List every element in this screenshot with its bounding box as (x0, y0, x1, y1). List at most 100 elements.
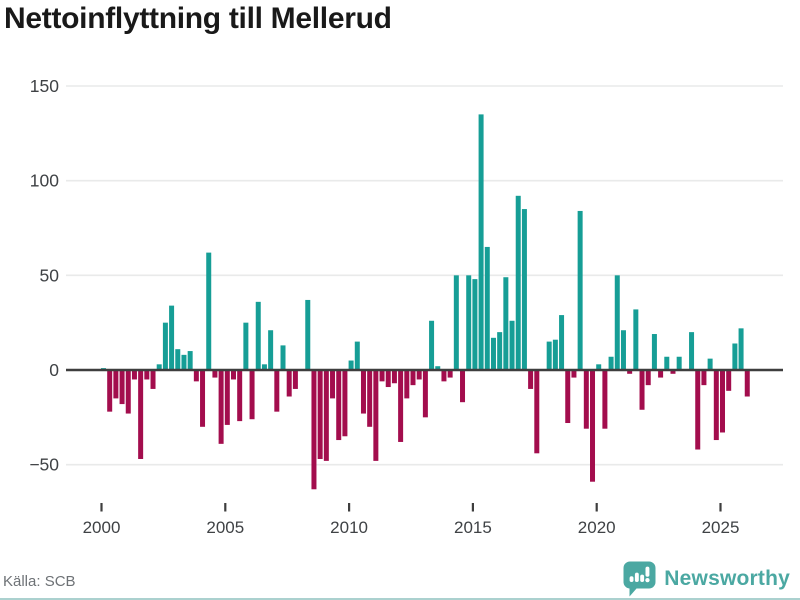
bar-quarter (317, 370, 323, 459)
y-tick-label: −50 (29, 455, 59, 475)
newsworthy-logo[interactable]: Newsworthy (623, 560, 790, 598)
bar-quarter (274, 370, 280, 412)
bar-quarter (559, 315, 565, 370)
bar-quarter (261, 364, 267, 370)
bar-quarter (175, 349, 181, 370)
bar-quarter (243, 322, 249, 370)
bar-quarter (620, 330, 626, 370)
bar-quarter (633, 309, 639, 370)
bar-quarter (162, 322, 168, 370)
bar-quarter (119, 370, 125, 405)
bar-quarter (453, 275, 459, 370)
bar-quarter (150, 370, 156, 389)
bar-quarter (422, 370, 428, 418)
bar-quarter (354, 341, 360, 370)
bar-quarter (144, 370, 150, 380)
bar-quarter (379, 370, 385, 382)
bar-quarter (212, 370, 218, 378)
bar-quarter (305, 299, 311, 370)
bar-quarter (447, 370, 453, 378)
bar-quarter (720, 370, 725, 433)
bar-quarter (348, 360, 354, 370)
bar-quarter (503, 277, 509, 370)
bar-quarter (107, 370, 113, 412)
x-tick-label: 2010 (330, 518, 368, 537)
bar-quarter (398, 370, 404, 442)
bar-quarter (206, 252, 212, 370)
bar-quarter (286, 370, 292, 397)
bar-quarter (429, 320, 435, 370)
bar-quarter (565, 370, 571, 424)
bar-quarter (156, 364, 162, 370)
bar-quarter (695, 370, 701, 450)
bar-quarter (596, 364, 602, 370)
gridlines (66, 85, 783, 466)
bar-quarter (664, 356, 670, 370)
bar-quarter (125, 370, 131, 414)
bar-quarter (230, 370, 236, 380)
bar-quarter (410, 370, 416, 386)
bar-quarter (131, 370, 137, 380)
bar-quarter (478, 114, 484, 371)
bar-quarter (571, 370, 577, 378)
bar-quarter (181, 354, 187, 370)
bar-quarter (602, 370, 608, 429)
bar-quarter (460, 370, 466, 403)
bar-quarter (744, 370, 750, 397)
bar-quarter (738, 328, 744, 370)
y-tick-label: 50 (40, 265, 60, 285)
bar-quarter (237, 370, 243, 422)
logo-bars-icon (629, 566, 650, 583)
bar-quarter (373, 370, 379, 461)
bar-quarter (113, 370, 119, 399)
bar-quarter (639, 370, 645, 410)
bar-quarter (280, 345, 286, 370)
y-tick-label: 150 (30, 76, 59, 96)
x-tick-label: 2005 (206, 518, 244, 537)
bars (101, 114, 750, 490)
bar-quarter (484, 246, 490, 370)
bar-quarter (342, 370, 348, 437)
bar-quarter (255, 301, 261, 370)
bar-quarter (608, 356, 614, 370)
bar-quarter (472, 279, 478, 370)
bar-quarter (169, 305, 175, 370)
bar-quarter (583, 370, 589, 429)
bar-quarter (521, 209, 527, 370)
bar-quarter (707, 358, 713, 370)
bar-quarter (689, 332, 695, 370)
bar-quarter (292, 370, 298, 389)
bar-quarter (435, 366, 441, 370)
bar-quarter (732, 343, 738, 370)
bar-quarter (224, 370, 230, 425)
bar-quarter (466, 275, 472, 370)
bar-quarter (676, 356, 682, 370)
bar-quarter (385, 370, 391, 388)
bottom-accent-rule (0, 598, 800, 600)
bar-quarter (249, 370, 255, 420)
bar-quarter (546, 341, 552, 370)
x-tick-label: 2025 (702, 518, 740, 537)
bar-quarter (138, 370, 144, 459)
bar-quarter (713, 370, 719, 441)
bar-quarter (200, 370, 206, 427)
bar-quarter (490, 337, 496, 370)
bar-quarter (218, 370, 224, 444)
bar-quarter (726, 370, 732, 391)
bar-quarter (577, 210, 583, 370)
axes: 150 100 50 0 −50 2000 2005 2010 2015 2020 2025 (29, 76, 783, 537)
bar-quarter (701, 370, 707, 386)
bar-quarter (658, 370, 664, 378)
bar-quarter (651, 334, 657, 370)
bar-quarter (330, 370, 336, 399)
bar-quarter (670, 370, 676, 374)
bar-quarter (590, 370, 596, 482)
bar-quarter (441, 370, 447, 382)
source-note: Källa: SCB (3, 573, 76, 590)
bar-quarter (534, 370, 540, 454)
chart-title: Nettoinflyttning till Mellerud (4, 2, 392, 35)
bar-quarter (367, 370, 373, 427)
bar-quarter (515, 195, 521, 370)
